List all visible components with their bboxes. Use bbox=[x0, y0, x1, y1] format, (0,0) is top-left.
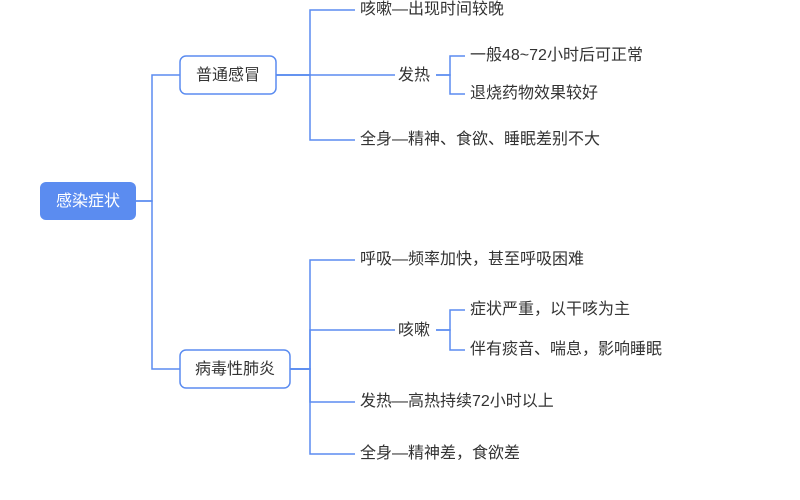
leaf-label: 呼吸—频率加快，甚至呼吸困难 bbox=[360, 250, 584, 268]
connector bbox=[290, 369, 355, 454]
connector bbox=[136, 75, 180, 201]
leaf-label: 全身—精神差，食欲差 bbox=[360, 444, 520, 462]
connector bbox=[436, 310, 465, 330]
leaf-label: 退烧药物效果较好 bbox=[470, 84, 598, 102]
leaf-label: 一般48~72小时后可正常 bbox=[470, 46, 643, 64]
connector bbox=[290, 369, 355, 402]
leaf-label: 咳嗽—出现时间较晚 bbox=[360, 0, 504, 18]
connector bbox=[276, 10, 355, 75]
connector bbox=[436, 75, 465, 94]
leaf-label: 全身—精神、食欲、睡眠差别不大 bbox=[360, 130, 600, 148]
connector bbox=[290, 330, 395, 369]
connector bbox=[436, 56, 465, 75]
connector bbox=[290, 260, 355, 369]
leaf-label: 伴有痰音、喘息，影响睡眠 bbox=[470, 340, 662, 358]
fever-label: 发热 bbox=[398, 66, 430, 84]
connector bbox=[136, 201, 180, 369]
connector bbox=[276, 75, 355, 140]
leaf-label: 症状严重，以干咳为主 bbox=[470, 300, 630, 318]
root-label: 感染症状 bbox=[56, 192, 120, 210]
branch1-label: 普通感冒 bbox=[196, 66, 260, 84]
leaf-label: 发热—高热持续72小时以上 bbox=[360, 392, 554, 410]
connector bbox=[436, 330, 465, 350]
branch2-label: 病毒性肺炎 bbox=[195, 360, 275, 378]
cough-label: 咳嗽 bbox=[398, 321, 430, 339]
